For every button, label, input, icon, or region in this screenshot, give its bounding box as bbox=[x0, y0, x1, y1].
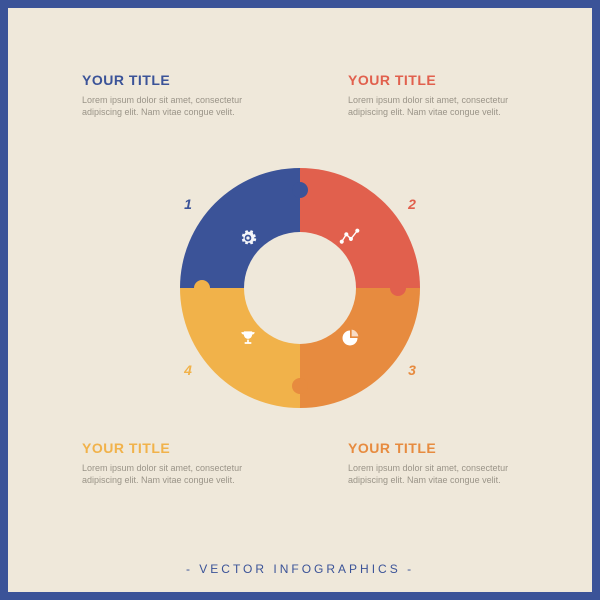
badge-3-number: 3 bbox=[408, 362, 416, 378]
segment-1-text: YOUR TITLE Lorem ipsum dolor sit amet, c… bbox=[82, 72, 252, 118]
segment-3-text: YOUR TITLE Lorem ipsum dolor sit amet, c… bbox=[348, 440, 518, 486]
puzzle-knob-top bbox=[292, 182, 308, 198]
segment-1-title: YOUR TITLE bbox=[82, 72, 252, 88]
pie-icon bbox=[338, 326, 362, 350]
segment-4-title: YOUR TITLE bbox=[82, 440, 252, 456]
badge-2-number: 2 bbox=[408, 196, 416, 212]
badge-4-number: 4 bbox=[184, 362, 192, 378]
badge-1-number: 1 bbox=[184, 196, 192, 212]
segment-2-body: Lorem ipsum dolor sit amet, consectetur … bbox=[348, 94, 518, 118]
donut-chart bbox=[180, 168, 420, 408]
trophy-icon bbox=[236, 326, 260, 350]
segment-4-body: Lorem ipsum dolor sit amet, consectetur … bbox=[82, 462, 252, 486]
segment-3-title: YOUR TITLE bbox=[348, 440, 518, 456]
infographic-frame: YOUR TITLE Lorem ipsum dolor sit amet, c… bbox=[0, 0, 600, 600]
footer-text: - VECTOR INFOGRAPHICS - bbox=[186, 562, 414, 576]
chart-line-icon bbox=[338, 226, 362, 250]
puzzle-knob-bottom bbox=[292, 378, 308, 394]
footer-caption: - VECTOR INFOGRAPHICS - bbox=[8, 562, 592, 576]
puzzle-knob-left bbox=[194, 280, 210, 296]
puzzle-knob-right bbox=[390, 280, 406, 296]
segment-3-body: Lorem ipsum dolor sit amet, consectetur … bbox=[348, 462, 518, 486]
segment-2-text: YOUR TITLE Lorem ipsum dolor sit amet, c… bbox=[348, 72, 518, 118]
segment-4-text: YOUR TITLE Lorem ipsum dolor sit amet, c… bbox=[82, 440, 252, 486]
gear-icon bbox=[236, 226, 260, 250]
segment-1-body: Lorem ipsum dolor sit amet, consectetur … bbox=[82, 94, 252, 118]
segment-2-title: YOUR TITLE bbox=[348, 72, 518, 88]
